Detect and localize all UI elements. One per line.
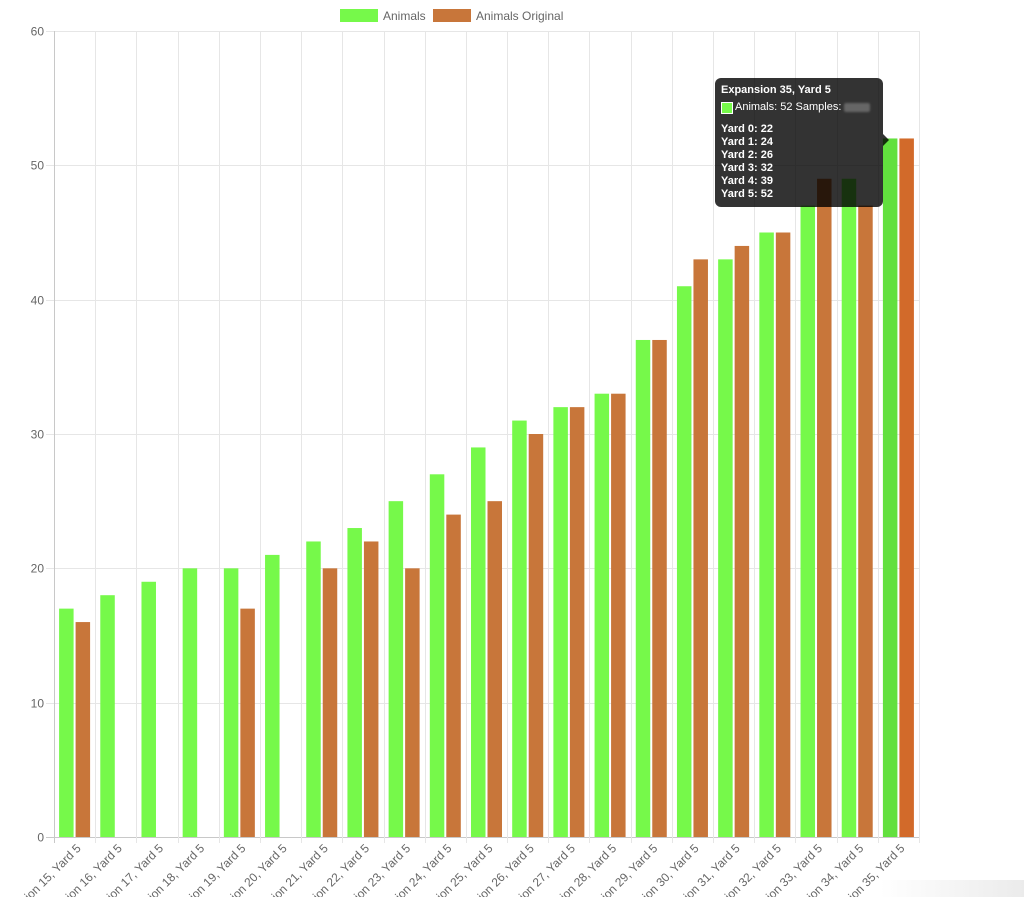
bar-animals-original[interactable]: [528, 434, 544, 837]
bar-animals[interactable]: [635, 339, 651, 837]
bar-animals-original[interactable]: [487, 501, 503, 837]
bar-animals-original[interactable]: [446, 514, 461, 837]
scroll-shadow: [880, 880, 1024, 897]
bar-animals[interactable]: [223, 568, 239, 837]
tooltip-footer-line: Yard 1: 24: [721, 136, 773, 148]
tooltip-color-swatch: [721, 101, 733, 114]
tooltip-footer: Yard 0: 22 Yard 1: 24 Yard 2: 26 Yard 3:…: [721, 123, 877, 201]
y-tick-label: 0: [37, 831, 44, 845]
bar-animals[interactable]: [100, 595, 115, 837]
bar-animals[interactable]: [882, 138, 898, 837]
bar-animals-original[interactable]: [569, 407, 585, 837]
bar-animals-original[interactable]: [75, 622, 91, 837]
bar-animals-original[interactable]: [611, 393, 626, 837]
bar-animals-original[interactable]: [240, 608, 255, 837]
y-tick-label: 30: [31, 428, 45, 442]
bar-animals[interactable]: [553, 407, 568, 837]
bar-animals[interactable]: [594, 393, 610, 837]
bar-animals-original[interactable]: [363, 541, 379, 837]
bar-animals[interactable]: [800, 205, 816, 838]
bar-animals[interactable]: [718, 259, 733, 837]
bar-animals[interactable]: [306, 541, 321, 837]
tooltip-body-text: Animals: 52 Samples:: [735, 101, 842, 113]
bar-animals-original[interactable]: [652, 339, 667, 837]
y-tick-label: 40: [31, 294, 45, 308]
legend-label[interactable]: Animals Original: [476, 9, 563, 23]
legend-label[interactable]: Animals: [383, 9, 426, 23]
tooltip-footer-line: Yard 4: 39: [721, 175, 773, 187]
y-tick-label: 10: [31, 697, 45, 711]
tooltip-caret: [883, 134, 889, 146]
tooltip-redacted-value: [844, 103, 871, 112]
y-tick-label: 50: [31, 159, 45, 173]
bar-animals[interactable]: [347, 528, 362, 837]
bar-animals[interactable]: [512, 420, 527, 837]
y-axis: 0 10 20 30 40 50 60: [31, 25, 45, 845]
chart-legend[interactable]: Animals Animals Original: [340, 9, 563, 23]
tooltip-body: Animals: 52 Samples:: [721, 101, 877, 114]
bar-animals[interactable]: [182, 568, 198, 837]
bar-animals[interactable]: [429, 474, 445, 837]
bar-animals[interactable]: [141, 581, 156, 837]
bar-animals-original[interactable]: [734, 245, 750, 837]
tooltip-footer-line: Yard 0: 22: [721, 123, 773, 135]
y-tick-label: 20: [31, 562, 45, 576]
bar-animals-original[interactable]: [322, 568, 338, 837]
bar-animals[interactable]: [265, 554, 280, 837]
bar-animals[interactable]: [471, 447, 486, 837]
legend-swatch[interactable]: [433, 9, 471, 22]
bar-animals[interactable]: [759, 232, 774, 838]
legend-swatch[interactable]: [340, 9, 378, 22]
tooltip-title: Expansion 35, Yard 5: [721, 84, 831, 96]
tooltip-footer-line: Yard 3: 32: [721, 162, 773, 174]
bar-animals-original[interactable]: [817, 178, 832, 837]
bar-animals-original[interactable]: [405, 568, 420, 837]
bar-animals[interactable]: [841, 178, 857, 837]
tooltip-footer-line: Yard 5: 52: [721, 188, 773, 200]
bar-animals-original[interactable]: [858, 205, 873, 838]
bar-animals-original[interactable]: [693, 259, 708, 837]
bar-animals[interactable]: [59, 608, 74, 837]
y-tick-label: 60: [31, 25, 45, 39]
chart-bars: [59, 138, 914, 838]
bar-animals-original[interactable]: [899, 138, 914, 837]
chart-tooltip: Expansion 35, Yard 5 Animals: 52 Samples…: [715, 78, 883, 207]
bar-animals-original[interactable]: [775, 232, 791, 838]
bar-animals[interactable]: [676, 286, 692, 837]
bar-animals[interactable]: [388, 501, 404, 837]
tooltip-footer-line: Yard 2: 26: [721, 149, 773, 161]
